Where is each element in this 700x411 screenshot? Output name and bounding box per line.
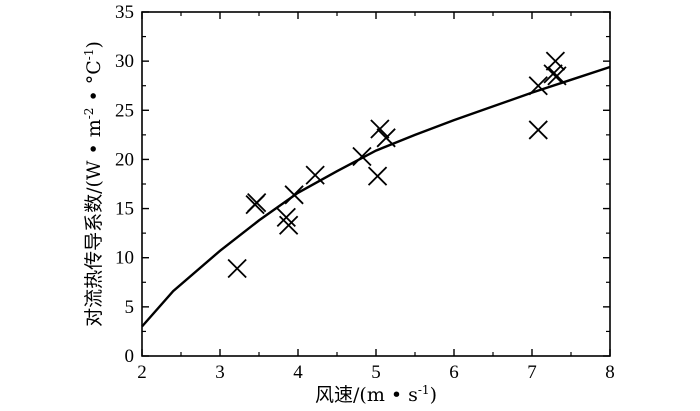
y-tick-label: 25 xyxy=(115,100,134,121)
y-tick-label: 5 xyxy=(125,297,135,318)
data-point xyxy=(247,193,267,213)
tick-labels: 2 3 4 5 6 7 8 0 5 10 15 20 25 30 35 xyxy=(115,2,615,383)
data-point xyxy=(528,120,548,140)
ticks xyxy=(141,11,611,357)
data-point xyxy=(376,128,396,148)
data-point xyxy=(305,165,325,185)
x-tick-label: 7 xyxy=(527,362,537,383)
scatter-markers xyxy=(227,51,567,279)
x-tick-label: 5 xyxy=(371,362,381,383)
y-tick-label: 10 xyxy=(115,248,134,269)
data-point xyxy=(547,66,567,86)
data-point xyxy=(284,185,304,205)
x-tick-label: 2 xyxy=(137,362,147,383)
data-point xyxy=(528,76,548,96)
x-axis-label: 风速/(m • s-1) xyxy=(315,383,437,406)
data-point xyxy=(352,146,372,167)
plot-frame xyxy=(141,11,611,357)
y-tick-label: 20 xyxy=(115,149,134,170)
data-point xyxy=(367,166,388,186)
x-tick-label: 4 xyxy=(293,362,303,383)
y-axis-label: 对流热传导系数/(W • m-2 • °C-1) xyxy=(82,41,105,327)
data-point xyxy=(276,207,296,228)
fit-curve xyxy=(141,65,611,328)
data-point xyxy=(279,215,299,235)
x-tick-label: 3 xyxy=(215,362,225,383)
y-tick-label: 30 xyxy=(115,51,134,72)
x-tick-label: 6 xyxy=(449,362,459,383)
y-tick-label: 35 xyxy=(115,2,134,23)
data-point xyxy=(227,258,247,279)
y-tick-label: 15 xyxy=(115,199,134,220)
data-point xyxy=(370,119,390,139)
data-point xyxy=(543,64,563,84)
y-tick-label: 0 xyxy=(125,346,135,367)
x-tick-label: 8 xyxy=(605,362,615,383)
